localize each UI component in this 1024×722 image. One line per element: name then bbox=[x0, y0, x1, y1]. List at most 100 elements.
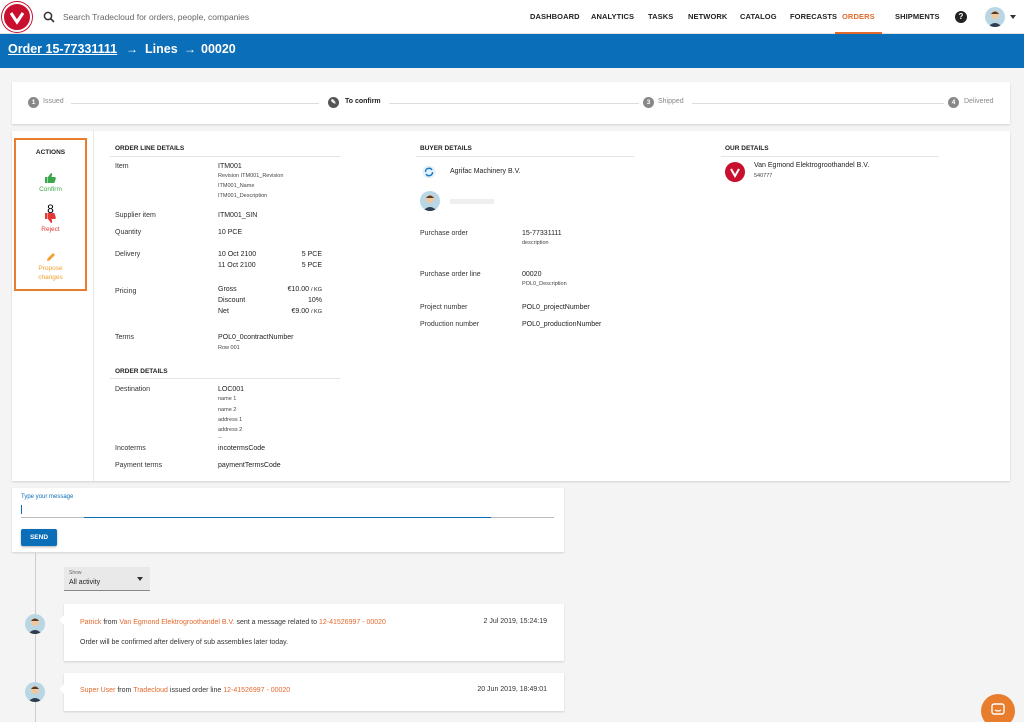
user-menu-chevron-down-icon[interactable] bbox=[1010, 15, 1016, 19]
nav-dashboard[interactable]: DASHBOARD bbox=[530, 12, 580, 21]
nav-orders[interactable]: ORDERS bbox=[835, 0, 882, 34]
payment-terms-label: Payment terms bbox=[115, 462, 163, 469]
nav-network[interactable]: NETWORK bbox=[688, 12, 728, 21]
chat-button[interactable] bbox=[981, 694, 1015, 722]
send-button[interactable]: SEND bbox=[21, 529, 57, 546]
reject-button[interactable]: Reject bbox=[16, 213, 85, 233]
nav-tasks[interactable]: TASKS bbox=[648, 12, 674, 21]
delivery-date: 11 Oct 2100 bbox=[218, 262, 256, 269]
activity-company-link[interactable]: Van Egmond Elektrogroothandel B.V. bbox=[119, 619, 235, 626]
delivery-date: 10 Oct 2100 bbox=[218, 251, 257, 258]
breadcrumb-order[interactable]: Order 15-77331111 bbox=[8, 42, 118, 56]
destination-value: LOC001 bbox=[218, 386, 245, 393]
terms-label: Terms bbox=[115, 334, 135, 341]
production-number-label: Production number bbox=[420, 321, 480, 328]
confirm-button[interactable]: Confirm bbox=[16, 173, 85, 193]
message-input[interactable] bbox=[21, 503, 554, 517]
step-connector bbox=[692, 103, 944, 104]
destination-line: name 1 bbox=[218, 396, 237, 402]
search-input[interactable] bbox=[63, 9, 443, 25]
order-status-stepper: 1 Issued ✎ To confirm 3 Shipped 4 Delive… bbox=[12, 82, 1010, 124]
buyer-company[interactable]: Agrifac Machinery B.V. bbox=[450, 168, 521, 175]
actions-title: ACTIONS bbox=[35, 149, 66, 156]
nav-analytics[interactable]: ANALYTICS bbox=[591, 12, 635, 21]
purchase-order-description: description bbox=[522, 240, 549, 246]
message-label: Type your message bbox=[21, 494, 74, 500]
section-divider bbox=[721, 156, 939, 157]
arrow-right-icon: → bbox=[184, 42, 196, 56]
step-number: 1 bbox=[28, 97, 39, 108]
breadcrumb-line-number: 00020 bbox=[201, 42, 236, 56]
user-avatar[interactable] bbox=[985, 7, 1005, 27]
our-company[interactable]: Van Egmond Elektrogroothandel B.V. bbox=[754, 162, 870, 169]
terms-value: POL0_0contractNumber bbox=[218, 334, 294, 341]
activity-avatar[interactable] bbox=[25, 614, 45, 634]
search-icon[interactable] bbox=[43, 11, 55, 23]
activity-message: Order will be confirmed after delivery o… bbox=[80, 639, 289, 646]
nav-shipments[interactable]: SHIPMENTS bbox=[895, 12, 940, 21]
breadcrumb-lines[interactable]: Lines bbox=[145, 42, 178, 56]
nav-forecasts[interactable]: FORECASTS bbox=[790, 12, 838, 21]
propose-changes-button[interactable]: Propose changes bbox=[16, 252, 85, 282]
price-gross-value: €10.00 / KG bbox=[287, 286, 322, 293]
step-number: 4 bbox=[948, 97, 959, 108]
message-composer: Type your message SEND bbox=[12, 488, 564, 552]
purchase-order-line-label: Purchase order line bbox=[420, 271, 481, 278]
activity-timestamp: 20 Jun 2019, 18:49:01 bbox=[477, 686, 547, 693]
price-gross-label: Gross bbox=[218, 286, 237, 293]
pricing-label: Pricing bbox=[115, 288, 137, 295]
step-connector bbox=[389, 103, 639, 104]
activity-timeline bbox=[35, 553, 36, 722]
step-shipped: Shipped bbox=[658, 98, 684, 105]
filter-value: All activity bbox=[69, 579, 101, 586]
chat-icon bbox=[991, 703, 1005, 715]
order-line-card: ACTIONS Confirm 8 Reject Propose changes … bbox=[12, 131, 1010, 481]
step-to-confirm: To confirm bbox=[345, 98, 381, 105]
nav-catalog[interactable]: CATALOG bbox=[740, 12, 777, 21]
reject-label: Reject bbox=[41, 226, 60, 233]
tradecloud-logo[interactable] bbox=[0, 0, 34, 34]
destination-line: name 2 bbox=[218, 407, 237, 413]
activity-timestamp: 2 Jul 2019, 15:24:19 bbox=[483, 618, 547, 625]
card-pointer bbox=[59, 615, 64, 625]
step-delivered: Delivered bbox=[964, 98, 994, 105]
step-issued: Issued bbox=[43, 98, 64, 105]
column-divider bbox=[93, 131, 94, 481]
activity-avatar[interactable] bbox=[25, 682, 45, 702]
activity-header: Patrick from Van Egmond Elektrogroothand… bbox=[80, 619, 386, 626]
buyer-contact-avatar[interactable] bbox=[420, 191, 440, 211]
activity-user-link[interactable]: Super User bbox=[80, 687, 116, 694]
help-icon[interactable]: ? bbox=[955, 11, 967, 23]
activity-ref-link[interactable]: 12-41526997 - 00020 bbox=[223, 687, 291, 694]
terms-row: Row 001 bbox=[218, 345, 240, 351]
top-navigation: DASHBOARD ANALYTICS TASKS NETWORK CATALO… bbox=[0, 0, 1024, 34]
quantity-label: Quantity bbox=[115, 229, 142, 236]
page-header: Order 15-77331111 → Lines → 00020 bbox=[0, 34, 1024, 68]
pencil-icon bbox=[46, 253, 55, 261]
project-number-value: POL0_projectNumber bbox=[522, 304, 590, 311]
activity-user-link[interactable]: Patrick bbox=[80, 619, 102, 626]
company-logo-icon bbox=[422, 165, 436, 179]
activity-company-link[interactable]: Tradecloud bbox=[133, 687, 168, 694]
supplier-item-value: ITM001_SIN bbox=[218, 212, 258, 219]
item-value: ITM001 bbox=[218, 163, 242, 170]
our-details-title: OUR DETAILS bbox=[725, 145, 769, 152]
activity-filter-select[interactable]: Show All activity bbox=[64, 567, 150, 591]
item-revision: Revision ITM001_Revision bbox=[218, 173, 284, 179]
activity-entry: Patrick from Van Egmond Elektrogroothand… bbox=[59, 604, 564, 661]
propose-label: Propose changes bbox=[38, 265, 63, 281]
activity-ref-link[interactable]: 12-41526997 - 00020 bbox=[318, 619, 386, 626]
incoterms-value: incotermsCode bbox=[218, 445, 266, 452]
destination-line: -- bbox=[218, 435, 222, 441]
price-discount-value: 10% bbox=[307, 297, 322, 304]
thumbs-up-icon bbox=[45, 173, 56, 183]
our-company-code: 540777 bbox=[754, 173, 773, 179]
delivery-qty: 5 PCE bbox=[301, 262, 322, 269]
order-line-details-title: ORDER LINE DETAILS bbox=[115, 145, 185, 152]
production-number-value: POL0_productionNumber bbox=[522, 321, 602, 328]
logo-icon bbox=[2, 2, 32, 32]
project-number-label: Project number bbox=[420, 304, 468, 311]
price-net-label: Net bbox=[218, 308, 229, 315]
card-pointer bbox=[59, 684, 64, 694]
actions-panel: ACTIONS Confirm 8 Reject Propose changes bbox=[14, 138, 87, 291]
